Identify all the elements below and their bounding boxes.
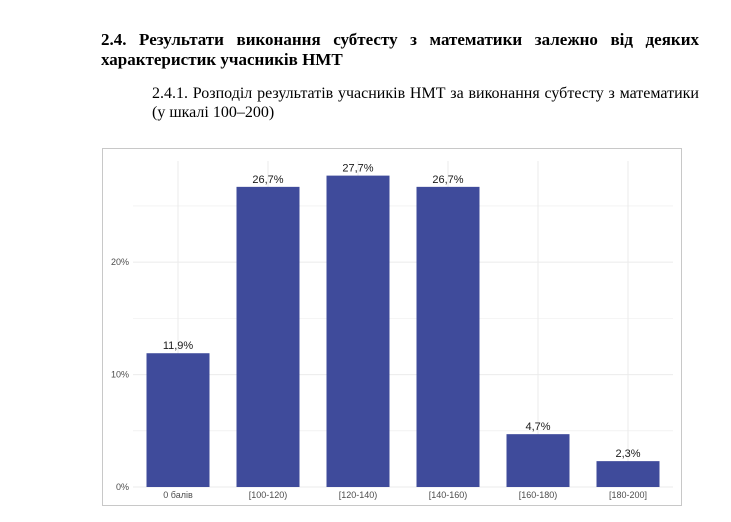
chart-caption: 2.4.1. Розподіл результатів учасників НМ…: [152, 85, 699, 121]
bar: [506, 434, 570, 487]
bar: [416, 186, 480, 487]
data-label: 2,3%: [615, 448, 640, 460]
x-tick-label: [100-120): [249, 490, 288, 500]
data-label: 26,7%: [432, 174, 463, 186]
y-tick-label: 10%: [111, 370, 129, 380]
bar-layer: [146, 175, 660, 487]
grid-layer: [133, 161, 673, 488]
bar: [596, 461, 660, 487]
bar: [146, 353, 210, 487]
bar: [236, 186, 300, 487]
data-label: 11,9%: [163, 340, 194, 352]
chart-frame: 11,9% 26,7% 27,7% 26,7% 4,7% 2,3% 0% 10% 20% 0 б…: [102, 148, 682, 506]
y-tick-label: 0%: [116, 482, 129, 492]
section-heading: 2.4. Результати виконання субтесту з мат…: [101, 30, 699, 69]
bar: [326, 175, 390, 487]
bar-chart: 11,9% 26,7% 27,7% 26,7% 4,7% 2,3% 0% 10% 20% 0 б…: [111, 161, 673, 500]
y-tick-label: 20%: [111, 257, 129, 267]
x-tick-label: [180-200]: [609, 490, 647, 500]
axis-label-layer: 0% 10% 20% 0 балів [100-120) [120-140) [140-16…: [111, 257, 647, 500]
x-tick-label: [120-140): [339, 490, 378, 500]
data-label: 4,7%: [525, 421, 550, 433]
data-label: 27,7%: [342, 163, 373, 175]
x-tick-label: [160-180): [519, 490, 558, 500]
data-label: 26,7%: [252, 174, 283, 186]
data-label-layer: 11,9% 26,7% 27,7% 26,7% 4,7% 2,3%: [163, 163, 641, 461]
x-tick-label: [140-160): [429, 490, 468, 500]
x-tick-label: 0 балів: [163, 490, 193, 500]
